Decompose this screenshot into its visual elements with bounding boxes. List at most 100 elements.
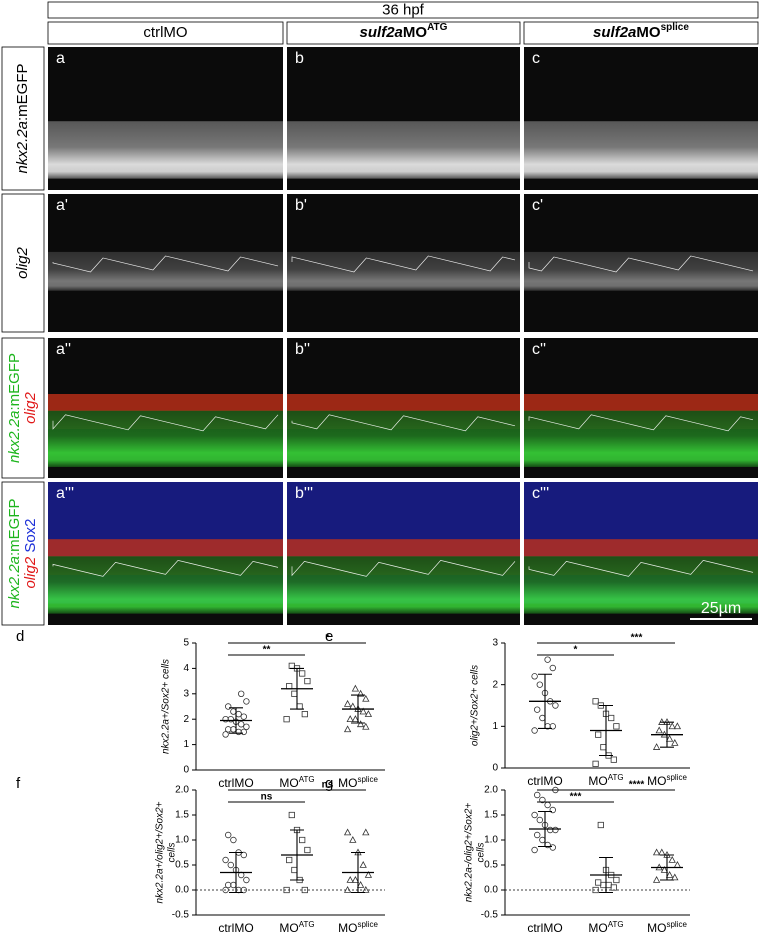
band-shading <box>524 410 758 467</box>
data-point <box>222 731 229 738</box>
data-point <box>351 715 360 722</box>
category-base: ctrlMO <box>527 921 562 934</box>
panel-letter: a'' <box>56 341 71 358</box>
data-point <box>288 811 295 819</box>
x-tick-label: MOATG <box>588 920 623 934</box>
row-label-part: olig2 <box>14 247 31 279</box>
data-point <box>595 879 602 886</box>
data-point <box>240 713 247 720</box>
significance-label: * <box>574 645 578 656</box>
data-point <box>291 866 298 874</box>
data-point <box>597 821 604 829</box>
panel-letter: f <box>16 775 21 792</box>
data-point <box>531 727 538 734</box>
column-header-box <box>286 21 521 45</box>
row-label: olig2 <box>14 247 31 279</box>
outline-trace <box>52 559 279 577</box>
y-tick-label: -0.5 <box>172 910 190 921</box>
data-point <box>286 856 293 864</box>
y-tick-label: 2 <box>183 714 189 725</box>
y-tick-label: 0.5 <box>175 860 189 871</box>
data-point <box>536 681 543 688</box>
panel-letter: c''' <box>532 485 549 502</box>
row-label-part: nkx2.2a <box>14 121 31 174</box>
text-part: MO <box>403 24 427 41</box>
data-point <box>351 875 360 883</box>
y-tick-label: -0.5 <box>481 910 499 921</box>
category-base: MO <box>588 921 607 934</box>
data-point <box>359 707 367 715</box>
data-point <box>547 826 554 834</box>
band-shading <box>524 251 758 291</box>
column-header-box <box>523 21 759 45</box>
data-point <box>301 886 308 894</box>
panel-letter: a <box>56 50 65 67</box>
data-point <box>536 816 543 824</box>
sd-bar <box>290 829 304 881</box>
data-point <box>600 881 607 889</box>
x-tick-label: MOATG <box>279 920 314 934</box>
header-box <box>47 1 759 19</box>
x-tick-label: ctrlMO <box>527 774 562 788</box>
sd-bar <box>538 810 552 848</box>
row-label: olig2 <box>22 392 39 424</box>
row-label-box <box>1 46 45 191</box>
row-label: olig2 Sox2 <box>22 518 39 588</box>
italic-part: sulf2a <box>593 24 636 41</box>
sd-bar <box>229 707 243 734</box>
y-tick-label: 2 <box>492 679 498 690</box>
italic-part: sulf2a <box>360 24 403 41</box>
sd-bar <box>290 667 304 710</box>
significance-label: ns <box>261 792 273 803</box>
data-point <box>224 726 232 733</box>
significance-label: ns <box>322 780 334 791</box>
data-point <box>224 881 232 889</box>
panel-letter: c <box>532 50 540 67</box>
superscript: splice <box>661 22 690 33</box>
band-shading <box>287 410 520 467</box>
data-point <box>534 831 541 839</box>
data-point <box>296 703 303 710</box>
row-label-part: olig2 <box>22 556 39 588</box>
data-point <box>343 885 352 893</box>
y-axis-label: cells <box>476 842 487 862</box>
text-part: ctrlMO <box>143 24 187 41</box>
data-point <box>610 756 617 763</box>
row-label-part: nkx2.2a <box>6 556 23 609</box>
sd-bar <box>351 851 365 894</box>
sd-bar <box>660 721 674 748</box>
y-tick-label: 1 <box>492 721 498 732</box>
data-point <box>660 865 669 873</box>
y-tick-label: 0 <box>183 765 189 776</box>
data-point <box>240 851 247 859</box>
data-point <box>658 848 666 856</box>
data-point <box>531 673 538 680</box>
data-point <box>552 702 559 709</box>
data-point <box>362 722 370 730</box>
y-axis-label: cells <box>167 842 178 862</box>
data-point <box>222 856 229 864</box>
sd-bar <box>229 851 243 894</box>
row-label-part: :mEGFP <box>6 353 23 411</box>
data-point <box>652 875 661 883</box>
x-tick-label: ctrlMO <box>527 921 562 934</box>
data-point <box>534 706 541 713</box>
y-axis-label: nkx2.2a-/olig2+/Sox2+ <box>464 803 475 903</box>
x-tick-label: MOsplice <box>338 920 378 934</box>
significance-label: **** <box>629 780 645 791</box>
data-point <box>230 726 237 733</box>
data-point <box>673 722 682 730</box>
data-point <box>237 721 245 728</box>
y-tick-label: 3 <box>492 638 498 649</box>
x-tick-label: MOsplice <box>647 920 687 934</box>
category-base: ctrlMO <box>527 774 562 788</box>
outline-trace <box>52 414 279 432</box>
data-point <box>549 664 556 672</box>
category-sup: ATG <box>299 920 315 929</box>
band-shading <box>48 121 283 179</box>
data-point <box>359 860 367 868</box>
data-point <box>364 870 373 878</box>
data-point <box>227 716 234 723</box>
data-point <box>605 881 612 889</box>
header: 36 hpf <box>382 1 425 18</box>
